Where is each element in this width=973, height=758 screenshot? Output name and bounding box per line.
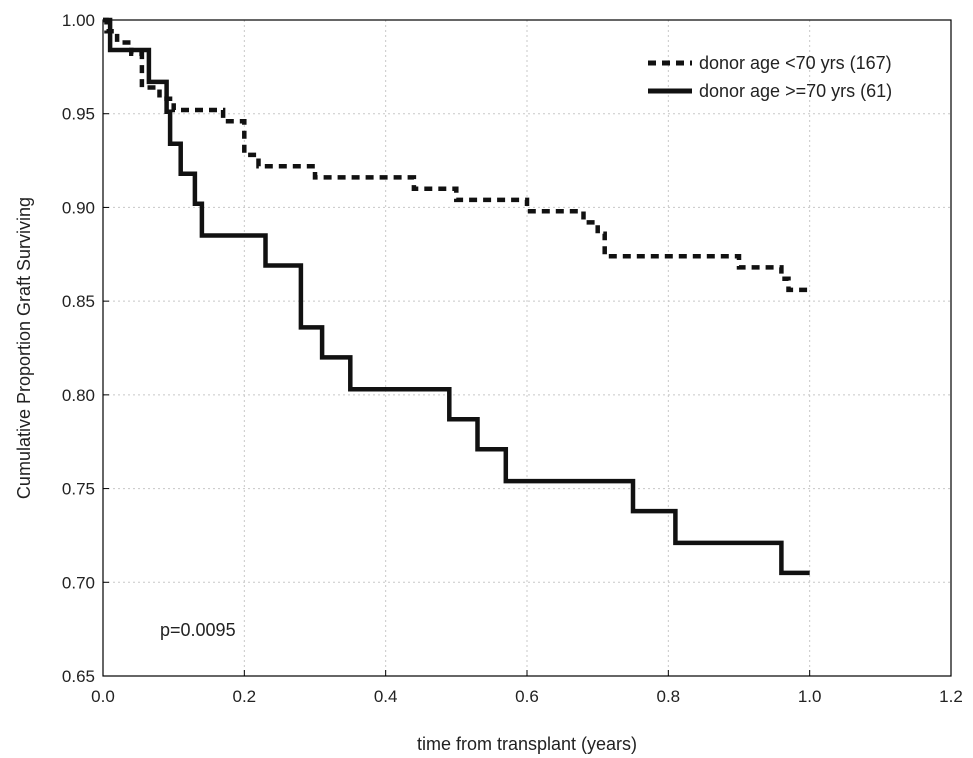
x-tick-label: 1.2 bbox=[939, 687, 963, 706]
legend-label-70plus: donor age >=70 yrs (61) bbox=[699, 81, 892, 101]
series-line-donor-under-70 bbox=[103, 17, 810, 293]
y-tick-label: 0.80 bbox=[62, 386, 95, 405]
x-tick-label: 0.0 bbox=[91, 687, 115, 706]
legend-label-under70: donor age <70 yrs (167) bbox=[699, 53, 892, 73]
x-tick-label: 0.6 bbox=[515, 687, 539, 706]
y-tick-label: 0.75 bbox=[62, 480, 95, 499]
plot-frame bbox=[102, 19, 952, 677]
y-tick-label: 0.90 bbox=[62, 198, 95, 217]
series-line-donor-70-plus bbox=[103, 17, 810, 576]
y-tick-label: 1.00 bbox=[62, 11, 95, 30]
x-tick-label: 0.8 bbox=[657, 687, 681, 706]
y-axis-title: Cumulative Proportion Graft Surviving bbox=[14, 197, 34, 499]
x-tick-label: 0.2 bbox=[233, 687, 257, 706]
y-tick-label: 0.65 bbox=[62, 667, 95, 686]
y-tick-label: 0.70 bbox=[62, 573, 95, 592]
x-axis-title: time from transplant (years) bbox=[417, 734, 637, 754]
y-tick-label: 0.95 bbox=[62, 105, 95, 124]
y-axis-ticks: 0.65 0.70 0.75 0.80 0.85 0.90 0.95 1.00 bbox=[62, 11, 109, 686]
p-value-annotation: p=0.0095 bbox=[160, 620, 236, 640]
series-layer bbox=[103, 17, 810, 576]
grid bbox=[103, 20, 951, 676]
x-tick-label: 0.4 bbox=[374, 687, 398, 706]
x-axis-ticks: 0.0 0.2 0.4 0.6 0.8 1.0 1.2 bbox=[91, 670, 963, 706]
y-tick-label: 0.85 bbox=[62, 292, 95, 311]
legend: donor age <70 yrs (167) donor age >=70 y… bbox=[648, 53, 892, 101]
x-tick-label: 1.0 bbox=[798, 687, 822, 706]
